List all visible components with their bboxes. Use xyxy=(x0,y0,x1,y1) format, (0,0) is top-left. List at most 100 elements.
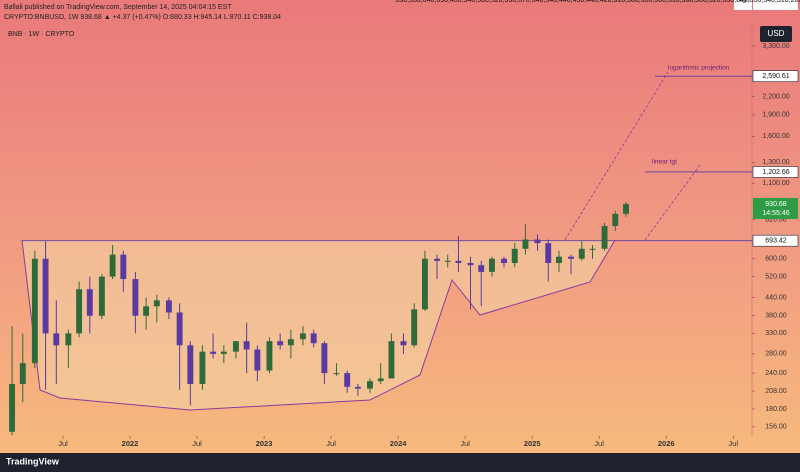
x-tick-label: 2022 xyxy=(122,439,139,448)
candle-body xyxy=(367,381,373,389)
candle-body xyxy=(254,349,261,371)
annotation: linear tgt xyxy=(652,159,677,166)
candle-body xyxy=(199,351,206,384)
symbol-line: CRYPTO:BNBUSD, 1W 938.68 ▲ +4.37 (+0.47%… xyxy=(4,14,281,21)
countdown: 14:55:46 xyxy=(762,210,789,217)
candle-body xyxy=(501,258,507,263)
x-tick-label: 2025 xyxy=(524,439,541,448)
y-tick-label: 240.00 xyxy=(765,370,787,377)
footer-bar xyxy=(0,453,800,472)
candle-body xyxy=(132,279,139,316)
candle-body xyxy=(220,351,227,354)
x-tick-label: Jul xyxy=(326,439,336,448)
candle-body xyxy=(210,351,217,354)
candle-body xyxy=(377,378,384,382)
level-label: 693.42 xyxy=(765,238,787,245)
candle-body xyxy=(522,239,529,249)
last-price: 930.68 xyxy=(765,201,787,208)
x-tick-label: Jul xyxy=(192,439,202,448)
y-tick-label: 2,200.00 xyxy=(762,93,789,100)
high-label: High xyxy=(736,0,750,4)
last-price-box xyxy=(753,197,798,219)
annotation: logarithmic projection xyxy=(668,65,730,72)
candle-body xyxy=(98,276,105,316)
y-tick-label: 1,600.00 xyxy=(762,133,789,140)
y-tick-label: 520.00 xyxy=(765,273,787,280)
candle-body xyxy=(354,386,361,389)
candle-body xyxy=(232,341,239,352)
level-box xyxy=(752,70,799,83)
candle-body xyxy=(623,204,629,214)
y-tick-label: 1,900.00 xyxy=(762,112,789,119)
high-box xyxy=(734,0,752,10)
candle-body xyxy=(187,345,194,384)
candle-body xyxy=(9,383,16,432)
x-tick-label: 2026 xyxy=(658,439,675,448)
candle-body xyxy=(467,262,474,266)
candle-body xyxy=(444,260,451,262)
y-tick-label: 820.00 xyxy=(765,217,787,224)
candle-body xyxy=(153,300,160,307)
candle-body xyxy=(310,333,317,344)
candle-body xyxy=(434,258,440,261)
candle-body xyxy=(120,254,127,280)
candle-body xyxy=(65,333,72,346)
candle-body xyxy=(400,341,407,346)
y-tick-label: 208.00 xyxy=(765,388,787,395)
currency: USD xyxy=(768,29,785,38)
x-tick-label: Jul xyxy=(594,439,604,448)
candle-body xyxy=(42,258,49,334)
x-tick-label: Jul xyxy=(728,439,738,448)
candle-body xyxy=(344,373,351,387)
cup-fill xyxy=(22,240,615,410)
candle-body xyxy=(243,341,250,350)
candle-body xyxy=(388,341,395,379)
y-tick-label: 3,300.00 xyxy=(762,43,789,50)
level-label: 2,590.61 xyxy=(762,73,789,80)
high-value: 350,330,640,690,430,340,500,520,530,670,… xyxy=(395,0,800,4)
candle-body xyxy=(411,309,418,346)
candle-body xyxy=(568,256,574,259)
candle-body xyxy=(53,333,60,346)
candle-body xyxy=(109,254,116,277)
candle-body xyxy=(421,258,428,310)
y-tick-label: 330.00 xyxy=(765,330,787,337)
candle-body xyxy=(478,265,485,272)
candle-body xyxy=(76,289,83,334)
candle-body xyxy=(299,333,306,340)
y-tick-label: 280.00 xyxy=(765,351,787,358)
x-tick-label: 2023 xyxy=(256,439,273,448)
candle-body xyxy=(277,341,284,346)
level-label: 1,202.66 xyxy=(762,169,789,176)
candle-body xyxy=(556,256,562,263)
x-tick-label: 2024 xyxy=(390,439,408,448)
y-tick-label: 1,100.00 xyxy=(762,180,789,187)
candle-body xyxy=(19,363,26,384)
linear-projection-line xyxy=(644,164,701,241)
candle-body xyxy=(176,312,183,346)
high-value-box xyxy=(753,0,798,10)
log-projection-line xyxy=(564,71,669,241)
candle-body xyxy=(333,373,340,375)
brand: TradingView xyxy=(6,456,60,466)
candle-body xyxy=(321,343,328,374)
candle-body xyxy=(455,260,462,263)
currency-box xyxy=(760,26,792,42)
candle-body xyxy=(534,239,541,244)
candle-body xyxy=(86,289,93,316)
candle-body xyxy=(612,213,619,227)
legend: BNB · 1W · CRYPTO xyxy=(8,31,75,38)
candle-body xyxy=(589,248,596,250)
y-tick-label: 440.00 xyxy=(765,294,787,301)
y-tick-label: 380.00 xyxy=(765,313,787,320)
x-tick-label: Jul xyxy=(58,439,68,448)
candle-body xyxy=(266,341,273,371)
candle-body xyxy=(143,306,150,316)
candle-body xyxy=(511,248,518,263)
publisher-line: Ballali published on TradingView.com, Se… xyxy=(4,4,232,11)
y-tick-label: 180.00 xyxy=(765,406,787,413)
y-tick-label: 156.00 xyxy=(765,424,787,431)
x-tick-label: Jul xyxy=(460,439,470,448)
y-tick-label: 600.00 xyxy=(765,256,787,263)
